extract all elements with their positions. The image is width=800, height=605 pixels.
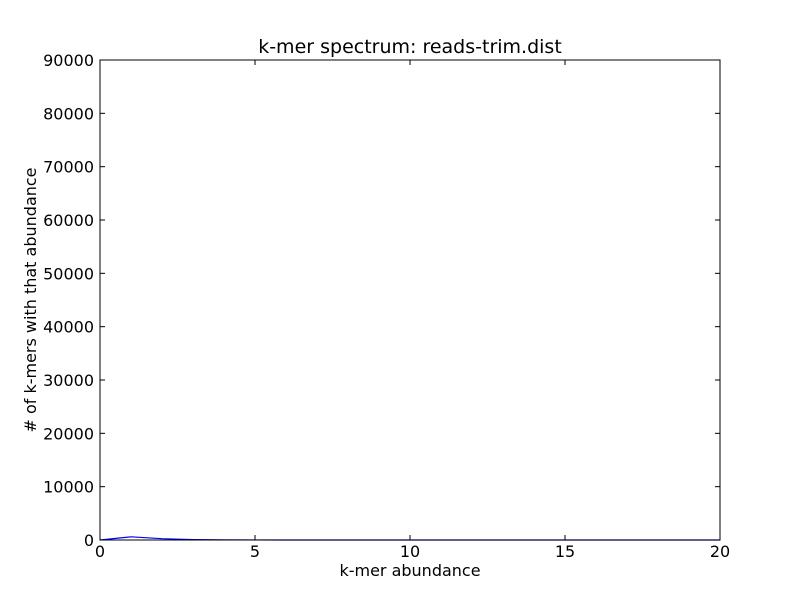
plot-area: [100, 60, 720, 540]
x-tick-label: 15: [555, 542, 575, 561]
plot-frame: [99, 59, 721, 541]
y-tick-label: 10000: [43, 478, 94, 497]
y-tick-label: 0: [84, 531, 94, 550]
ticks-layer: 0 5 10 15 20 0 10000 20000 30000 40000 50000 60000 7…: [43, 51, 730, 561]
y-tick-label: 50000: [43, 264, 94, 283]
y-tick-label: 40000: [43, 318, 94, 337]
y-axis-label: # of k-mers with that abundance: [21, 167, 40, 432]
y-tick-label: 90000: [43, 51, 94, 70]
y-tick-label: 60000: [43, 211, 94, 230]
y-tick-label: 30000: [43, 371, 94, 390]
x-tick-label: 0: [95, 542, 105, 561]
x-tick-label: 5: [250, 542, 260, 561]
x-tick-label: 20: [710, 542, 730, 561]
x-tick-label: 10: [400, 542, 420, 561]
y-tick-label: 80000: [43, 104, 94, 123]
y-tick-label: 20000: [43, 424, 94, 443]
chart-title: k-mer spectrum: reads-trim.dist: [258, 36, 562, 58]
x-axis-label: k-mer abundance: [339, 561, 480, 580]
y-tick-label: 70000: [43, 158, 94, 177]
